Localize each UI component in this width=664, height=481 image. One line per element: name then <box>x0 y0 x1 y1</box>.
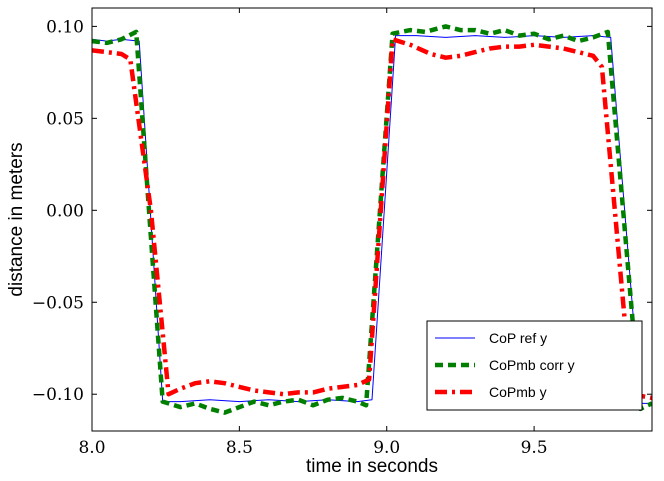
legend-label-copmb: CoPmb y <box>489 384 547 400</box>
series-line-1 <box>92 24 652 415</box>
y-tick-label: −0.10 <box>32 385 84 405</box>
x-tick-label: 9.0 <box>373 438 400 458</box>
x-tick-label: 8.0 <box>78 438 105 458</box>
plot-frame <box>91 7 653 432</box>
ticks <box>91 8 652 431</box>
series-line-2 <box>92 37 652 401</box>
y-axis-label: distance in meters <box>6 142 27 296</box>
y-tick-label: −0.05 <box>32 293 84 313</box>
x-tick-label: 9.5 <box>521 438 548 458</box>
x-axis-label: time in seconds <box>306 456 438 477</box>
y-tick-label: 0.10 <box>46 17 84 37</box>
y-tick-label: 0.05 <box>46 109 84 129</box>
y-tick-label: 0.00 <box>46 201 84 221</box>
legend-label-copmb-corr: CoPmb corr y <box>489 357 575 373</box>
tick-labels: 8.0 8.5 9.0 9.5 0.10 0.05 0.00 −0.05 −0.10 <box>32 17 548 458</box>
plot-lines <box>92 24 652 415</box>
legend: CoP ref y CoPmb corr y CoPmb y <box>426 320 643 411</box>
x-tick-label: 8.5 <box>226 438 253 458</box>
legend-label-cop-ref: CoP ref y <box>489 330 547 346</box>
